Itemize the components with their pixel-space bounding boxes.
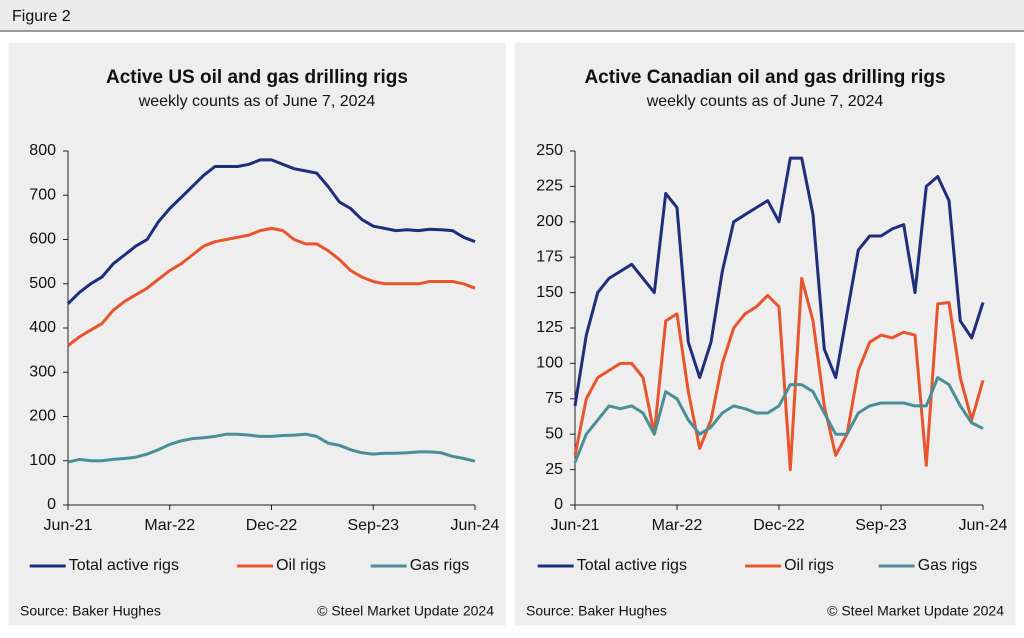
x-tick-label: Dec-22 — [753, 517, 805, 534]
y-tick-label: 25 — [545, 461, 563, 478]
y-tick-label: 0 — [554, 496, 563, 513]
y-tick-label: 150 — [536, 284, 563, 301]
y-tick-label: 175 — [536, 248, 563, 265]
x-tick-label: Jun-24 — [959, 517, 1008, 534]
series-line — [67, 432, 476, 464]
y-tick-label: 200 — [536, 213, 563, 230]
header-bar — [0, 0, 1024, 30]
y-tick-label: 0 — [47, 496, 56, 513]
y-tick-label: 250 — [536, 142, 563, 159]
legend-label: Total active rigs — [69, 557, 179, 574]
chart-subtitle: weekly counts as of June 7, 2024 — [138, 93, 376, 110]
source-note: Source: Baker Hughes — [526, 603, 667, 619]
legend-label: Total active rigs — [577, 557, 687, 574]
credit-note: © Steel Market Update 2024 — [317, 603, 494, 619]
legend-label: Gas rigs — [410, 557, 470, 574]
y-tick-label: 225 — [536, 178, 563, 195]
series-line — [67, 226, 476, 347]
y-tick-label: 500 — [29, 275, 56, 292]
series-line — [573, 376, 984, 464]
x-tick-label: Sep-23 — [855, 517, 907, 534]
chart-title: Active Canadian oil and gas drilling rig… — [584, 67, 945, 88]
y-tick-label: 300 — [29, 363, 56, 380]
x-tick-label: Jun-21 — [551, 517, 600, 534]
panel — [513, 41, 1017, 627]
y-tick-label: 200 — [29, 408, 56, 425]
x-tick-label: Mar-22 — [144, 517, 195, 534]
series-line — [573, 276, 985, 472]
legend-label: Oil rigs — [276, 557, 326, 574]
y-tick-label: 400 — [29, 319, 56, 336]
figure-label: Figure 2 — [12, 8, 71, 25]
chart-subtitle: weekly counts as of June 7, 2024 — [646, 93, 884, 110]
chart-title: Active US oil and gas drilling rigs — [106, 67, 408, 88]
x-tick-label: Jun-24 — [451, 517, 500, 534]
y-tick-label: 600 — [29, 231, 56, 248]
source-note: Source: Baker Hughes — [20, 603, 161, 619]
y-tick-label: 700 — [29, 186, 56, 203]
panel — [7, 41, 507, 627]
y-tick-label: 100 — [29, 452, 56, 469]
y-tick-label: 800 — [29, 142, 56, 159]
credit-note: © Steel Market Update 2024 — [827, 603, 1004, 619]
x-tick-label: Jun-21 — [44, 517, 93, 534]
legend-label: Gas rigs — [918, 557, 978, 574]
x-tick-label: Sep-23 — [347, 517, 399, 534]
series-line — [573, 156, 985, 407]
y-tick-label: 50 — [545, 425, 563, 442]
y-tick-label: 125 — [536, 319, 563, 336]
legend-label: Oil rigs — [784, 557, 834, 574]
x-tick-label: Dec-22 — [246, 517, 298, 534]
y-tick-label: 100 — [536, 355, 563, 372]
x-tick-label: Mar-22 — [652, 517, 703, 534]
y-tick-label: 75 — [545, 390, 563, 407]
series-line — [66, 158, 476, 305]
